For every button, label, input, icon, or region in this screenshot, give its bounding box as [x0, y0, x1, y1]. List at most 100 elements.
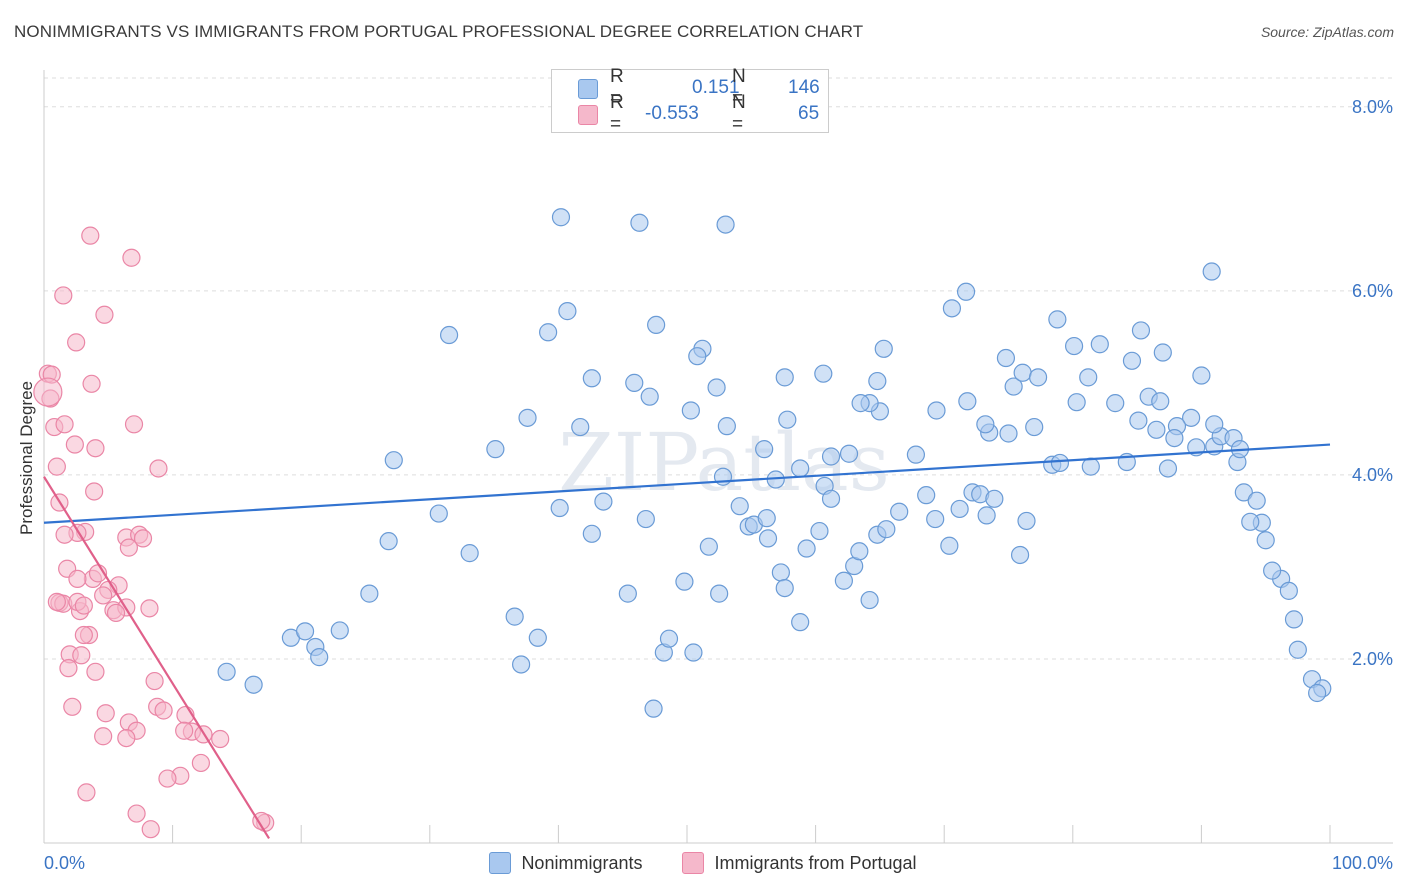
point-immigrants [133, 529, 153, 548]
point-nonimmigrants [999, 424, 1018, 443]
point-immigrants [127, 804, 146, 823]
point-nonimmigrants [384, 451, 403, 470]
point-nonimmigrants [582, 524, 601, 543]
point-nonimmigrants [295, 622, 315, 641]
point-nonimmigrants [890, 502, 909, 521]
stats-r-value: 0.151 [692, 77, 740, 98]
point-nonimmigrants [1241, 512, 1260, 531]
grid-lines [44, 77, 1393, 660]
stats-swatch-pink [578, 105, 598, 125]
point-nonimmigrants [755, 440, 774, 459]
point-nonimmigrants [1284, 610, 1304, 629]
point-immigrants [74, 596, 93, 615]
point-nonimmigrants [710, 584, 729, 603]
point-nonimmigrants [688, 347, 707, 366]
point-nonimmigrants [1050, 453, 1070, 473]
point-nonimmigrants [1010, 545, 1030, 565]
point-immigrants [67, 333, 86, 352]
y-tick-label: 2.0% [1352, 649, 1393, 669]
point-nonimmigrants [956, 282, 976, 301]
point-immigrants [47, 592, 66, 611]
point-immigrants [175, 721, 194, 740]
point-nonimmigrants [1129, 411, 1148, 430]
point-nonimmigrants [810, 521, 829, 541]
point-immigrants [124, 415, 144, 434]
point-nonimmigrants [636, 509, 655, 529]
point-nonimmigrants [771, 563, 790, 582]
point-nonimmigrants [1288, 640, 1307, 659]
point-nonimmigrants [684, 643, 703, 662]
point-nonimmigrants [630, 213, 649, 232]
point-nonimmigrants [659, 629, 679, 648]
point-immigrants [59, 659, 78, 678]
point-nonimmigrants [550, 498, 569, 518]
point-nonimmigrants [1013, 363, 1032, 382]
point-nonimmigrants [558, 302, 577, 321]
point-nonimmigrants [851, 394, 870, 413]
stats-n-value: 146 [788, 77, 820, 98]
point-immigrants [94, 727, 113, 746]
point-nonimmigrants [850, 542, 869, 561]
point-immigrants [95, 305, 114, 324]
point-immigrants [77, 783, 96, 802]
point-immigrants [55, 525, 74, 544]
point-immigrants [47, 457, 66, 476]
point-nonimmigrants [757, 509, 776, 528]
legend-item-immigrants[interactable]: Immigrants from Portugal [682, 852, 917, 874]
stats-box: R = 0.151 N = 146 R = -0.553 N = 65 [551, 66, 829, 135]
point-nonimmigrants [528, 628, 547, 647]
trend-lines [43, 443, 1331, 839]
point-nonimmigrants [874, 339, 893, 358]
point-nonimmigrants [439, 325, 459, 345]
point-nonimmigrants [1182, 408, 1201, 427]
point-immigrants [55, 415, 74, 434]
point-immigrants [94, 586, 113, 605]
point-nonimmigrants [647, 315, 666, 335]
x-tick-label: 0.0% [44, 853, 85, 873]
point-nonimmigrants [1028, 368, 1048, 387]
point-nonimmigrants [1247, 491, 1266, 510]
point-immigrants [106, 603, 126, 623]
point-nonimmigrants [244, 675, 263, 694]
point-immigrants [149, 459, 168, 478]
point-nonimmigrants [730, 497, 749, 516]
point-nonimmigrants [1158, 459, 1178, 478]
point-nonimmigrants [940, 536, 959, 555]
point-nonimmigrants [1048, 310, 1067, 329]
point-immigrants [54, 286, 73, 305]
stats-r-label: R = [610, 66, 624, 109]
legend-item-nonimmigrants[interactable]: Nonimmigrants [489, 852, 642, 874]
point-nonimmigrants [1151, 392, 1170, 411]
point-nonimmigrants [1131, 321, 1151, 340]
series-immigrants-points [33, 226, 275, 839]
point-immigrants [72, 646, 91, 665]
point-nonimmigrants [518, 408, 537, 427]
stats-swatch-blue [578, 79, 598, 99]
trend-line-immigrants [43, 476, 270, 839]
x-tick-label: 100.0% [1332, 853, 1393, 873]
source-label: Source: ZipAtlas.com [1260, 24, 1394, 40]
point-nonimmigrants [814, 364, 833, 383]
point-nonimmigrants [821, 489, 841, 508]
stats-n-label: N = [732, 66, 746, 109]
point-nonimmigrants [429, 504, 448, 523]
y-tick-label: 4.0% [1352, 465, 1393, 485]
point-nonimmigrants [330, 621, 349, 640]
point-nonimmigrants [539, 323, 558, 342]
point-nonimmigrants [1279, 581, 1298, 600]
point-nonimmigrants [775, 368, 794, 387]
legend-label: Nonimmigrants [521, 852, 643, 873]
point-nonimmigrants [839, 444, 859, 463]
point-nonimmigrants [1081, 457, 1100, 476]
point-nonimmigrants [1004, 377, 1023, 396]
point-immigrants [63, 697, 82, 716]
chart-title: NONIMMIGRANTS VS IMMIGRANTS FROM PORTUGA… [14, 22, 864, 41]
point-nonimmigrants [675, 572, 694, 591]
y-tick-label: 8.0% [1352, 97, 1393, 117]
point-immigrants [158, 769, 177, 788]
point-nonimmigrants [1205, 415, 1224, 434]
point-nonimmigrants [460, 544, 479, 563]
point-nonimmigrants [360, 584, 379, 603]
point-immigrants [252, 811, 271, 831]
point-immigrants [33, 377, 63, 407]
